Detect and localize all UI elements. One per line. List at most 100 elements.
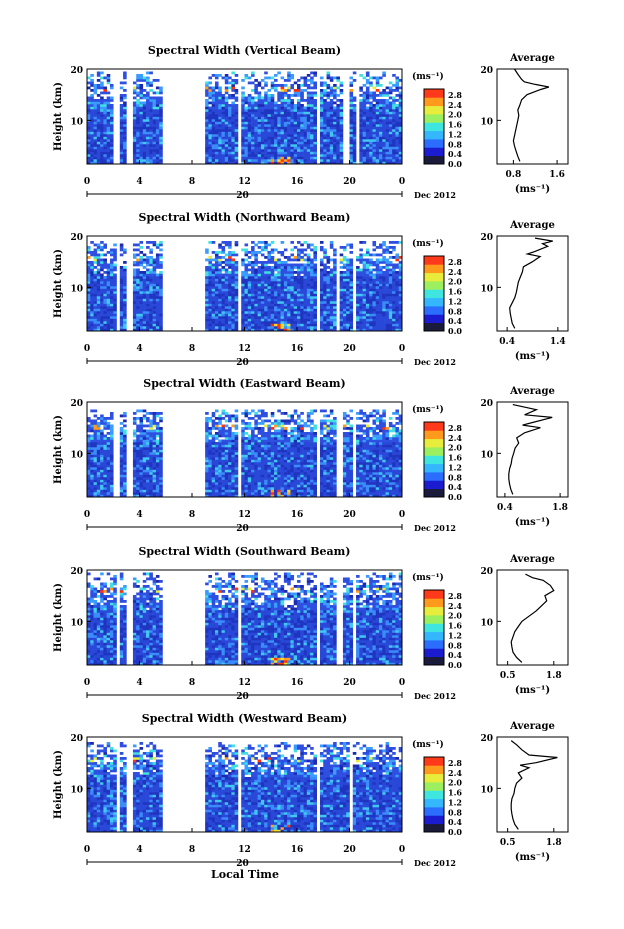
heatmap-cell [339, 139, 344, 142]
heatmap-cell [270, 306, 275, 309]
heatmap-cell [297, 308, 301, 312]
heatmap-cell [379, 104, 383, 107]
heatmap-cell [149, 104, 153, 107]
heatmap-cell [241, 303, 245, 307]
heatmap-cell [100, 104, 104, 107]
heatmap-cell [234, 326, 239, 329]
heatmap-cell [132, 273, 137, 277]
heatmap-cell [159, 91, 163, 95]
heatmap-cell [139, 79, 144, 82]
heatmap-cell [395, 263, 400, 267]
heatmap-cell [214, 121, 219, 125]
heatmap-cell [395, 114, 400, 117]
heatmap-cell [214, 139, 219, 142]
heatmap-cell [208, 278, 212, 282]
heatmap-cell [342, 288, 347, 292]
heatmap-cell [149, 151, 153, 155]
heatmap-cell [96, 311, 101, 314]
heatmap-cell [228, 258, 232, 262]
heatmap-cell [152, 99, 157, 102]
heatmap-cell [362, 146, 367, 150]
heatmap-cell [287, 116, 291, 120]
heatmap-cell [310, 104, 314, 107]
heatmap-cell [362, 283, 367, 287]
heatmap-cell [247, 94, 252, 97]
heatmap-cell [241, 301, 245, 304]
heatmap-cell [100, 136, 104, 140]
heatmap-cell [293, 126, 298, 130]
heatmap-cell [372, 278, 377, 282]
heatmap-cell [280, 273, 285, 277]
heatmap-cell [257, 114, 262, 117]
heatmap-cell [375, 156, 380, 160]
heatmap-cell [100, 291, 104, 294]
heatmap-cell [241, 91, 245, 95]
heatmap-cell [333, 106, 337, 110]
heatmap-cell [267, 326, 272, 329]
heatmap-cell [113, 273, 117, 277]
heatmap-cell [247, 134, 252, 137]
heatmap-cell [93, 99, 98, 102]
heatmap-cell [208, 241, 212, 244]
heatmap-cell [379, 121, 383, 125]
heatmap-cell [214, 311, 219, 314]
heatmap-cell [247, 261, 252, 264]
heatmap-cell [310, 318, 314, 322]
heatmap-cell [267, 278, 272, 282]
heatmap-cell [247, 96, 252, 100]
heatmap-cell [155, 139, 160, 142]
heatmap-cell [132, 116, 137, 120]
heatmap-cell [106, 104, 111, 107]
heatmap-cell [221, 288, 226, 292]
heatmap-cell [362, 308, 367, 312]
heatmap-cell [375, 288, 380, 292]
heatmap-cell [283, 146, 288, 150]
heatmap-cell [211, 286, 216, 289]
heatmap-cell [290, 278, 295, 282]
heatmap-cell [323, 301, 327, 304]
heatmap-cell [359, 286, 363, 289]
heatmap-cell [392, 268, 396, 272]
heatmap-cell [244, 159, 249, 162]
heatmap-cell [100, 139, 104, 142]
heatmap-cell [155, 146, 160, 150]
heatmap-cell [323, 106, 327, 110]
heatmap-cell [310, 119, 314, 122]
heatmap-cell [241, 318, 245, 322]
heatmap-cell [218, 124, 222, 127]
heatmap-cell [398, 256, 403, 259]
heatmap-cell [375, 278, 380, 282]
heatmap-cell [109, 139, 114, 142]
heatmap-cell [260, 291, 265, 294]
heatmap-cell [365, 326, 370, 329]
heatmap-cell [87, 114, 91, 117]
heatmap-cell [136, 321, 140, 324]
heatmap-cell [369, 276, 373, 279]
heatmap-cell [283, 318, 288, 322]
heatmap-cell [109, 258, 114, 262]
heatmap-cell [339, 141, 344, 145]
heatmap-cell [283, 313, 288, 317]
heatmap-cell [247, 106, 252, 110]
heatmap-cell [270, 119, 275, 122]
heatmap-cell [379, 124, 383, 127]
heatmap-cell [228, 136, 232, 140]
heatmap-cell [362, 323, 367, 327]
heatmap-cell [297, 89, 301, 92]
heatmap-cell [260, 298, 265, 302]
heatmap-cell [395, 151, 400, 155]
heatmap-cell [303, 328, 308, 332]
heatmap-cell [149, 99, 153, 102]
heatmap-cell [349, 303, 354, 307]
heatmap-cell [333, 301, 337, 304]
heatmap-cell [96, 144, 101, 147]
heatmap-cell [303, 288, 308, 292]
heatmap-cell [339, 106, 344, 110]
heatmap-cell [218, 136, 222, 140]
heatmap-cell [369, 161, 373, 165]
panel-2: Spectral Width (Northward Beam)2010Heigh… [53, 211, 569, 368]
heatmap-cell [96, 273, 101, 277]
heatmap-cell [349, 273, 354, 277]
heatmap-cell [398, 134, 403, 137]
heatmap-cell [290, 116, 295, 120]
